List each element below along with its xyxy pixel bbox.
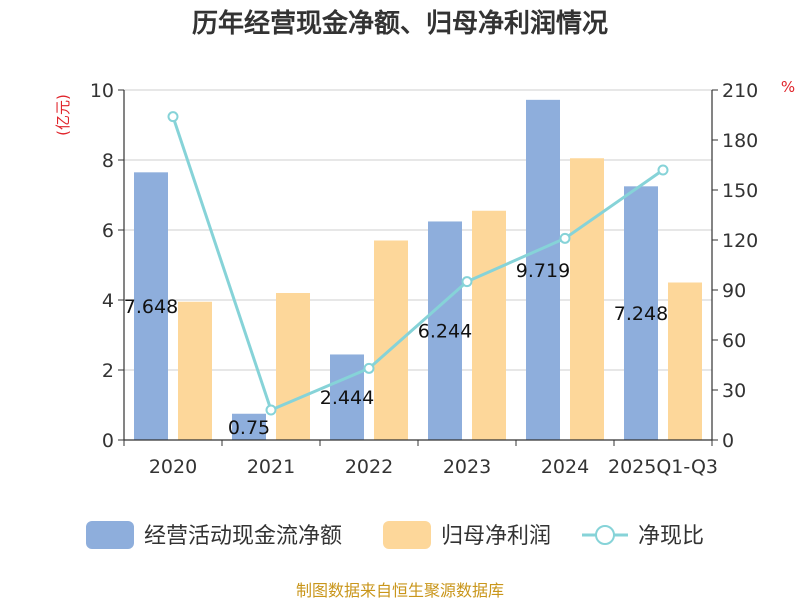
line-series	[171, 116, 664, 413]
legend-marker	[595, 525, 615, 545]
bar	[624, 186, 658, 440]
left-axis-unit: (亿元)	[54, 94, 72, 136]
legend-label: 净现比	[638, 524, 704, 549]
left-tick-label: 4	[102, 290, 114, 312]
axes-layer: 0 2 4 6 8 10 0 30 60 90 120 150 180 210 2020 2021 2022 20…	[90, 80, 758, 478]
bar	[134, 172, 168, 440]
right-tick-label: 150	[722, 180, 758, 202]
bar	[472, 210, 506, 440]
left-tick-label: 6	[102, 220, 114, 242]
legend-swatch	[383, 521, 431, 549]
right-tick-label: 120	[722, 230, 758, 252]
right-tick-label: 180	[722, 130, 758, 152]
x-tick-label: 2025Q1-Q3	[608, 456, 718, 478]
right-tick-label: 0	[722, 430, 734, 452]
bar	[232, 413, 266, 440]
left-tick-label: 2	[102, 360, 114, 382]
legend-label: 归母净利润	[441, 524, 551, 549]
right-tick-label: 30	[722, 380, 746, 402]
bar	[668, 282, 702, 440]
right-axis-unit: %	[781, 78, 795, 96]
bar	[178, 301, 212, 440]
data-label: 7.648	[124, 296, 178, 318]
bars-layer	[134, 99, 702, 441]
data-label: 6.244	[418, 321, 472, 343]
line-point	[363, 362, 375, 374]
x-tick-label: 2022	[345, 456, 393, 478]
left-tick-label: 8	[102, 150, 114, 172]
legend: 经营活动现金流净额 归母净利润 净现比	[86, 521, 704, 549]
left-tick-label: 0	[102, 430, 114, 452]
data-label: 7.248	[614, 303, 668, 325]
data-label: 0.75	[228, 417, 270, 439]
line-point	[559, 232, 571, 244]
line-layer	[167, 111, 669, 416]
line-point	[657, 164, 669, 176]
gridlines	[124, 89, 712, 441]
legend-swatch	[86, 521, 134, 549]
line-point	[167, 111, 179, 123]
left-tick-label: 10	[90, 80, 114, 102]
data-label: 2.444	[320, 387, 374, 409]
bar	[276, 293, 310, 440]
x-tick-label: 2020	[149, 456, 197, 478]
x-tick-label: 2024	[541, 456, 589, 478]
bar	[526, 99, 560, 441]
right-tick-label: 90	[722, 280, 746, 302]
line-point	[461, 276, 473, 288]
x-tick-label: 2023	[443, 456, 491, 478]
data-source-note: 制图数据来自恒生聚源数据库	[296, 581, 504, 600]
bar	[330, 354, 364, 440]
legend-label: 经营活动现金流净额	[144, 524, 342, 549]
bar	[570, 158, 604, 440]
right-tick-label: 60	[722, 330, 746, 352]
data-labels-layer: 7.648 0.75 2.444 6.244 9.719 7.248	[124, 260, 668, 439]
x-tick-label: 2021	[247, 456, 295, 478]
line-point	[265, 404, 277, 416]
right-tick-label: 210	[722, 80, 758, 102]
data-label: 9.719	[516, 260, 570, 282]
bar	[428, 221, 462, 440]
chart-title: 历年经营现金净额、归母净利润情况	[192, 8, 608, 39]
